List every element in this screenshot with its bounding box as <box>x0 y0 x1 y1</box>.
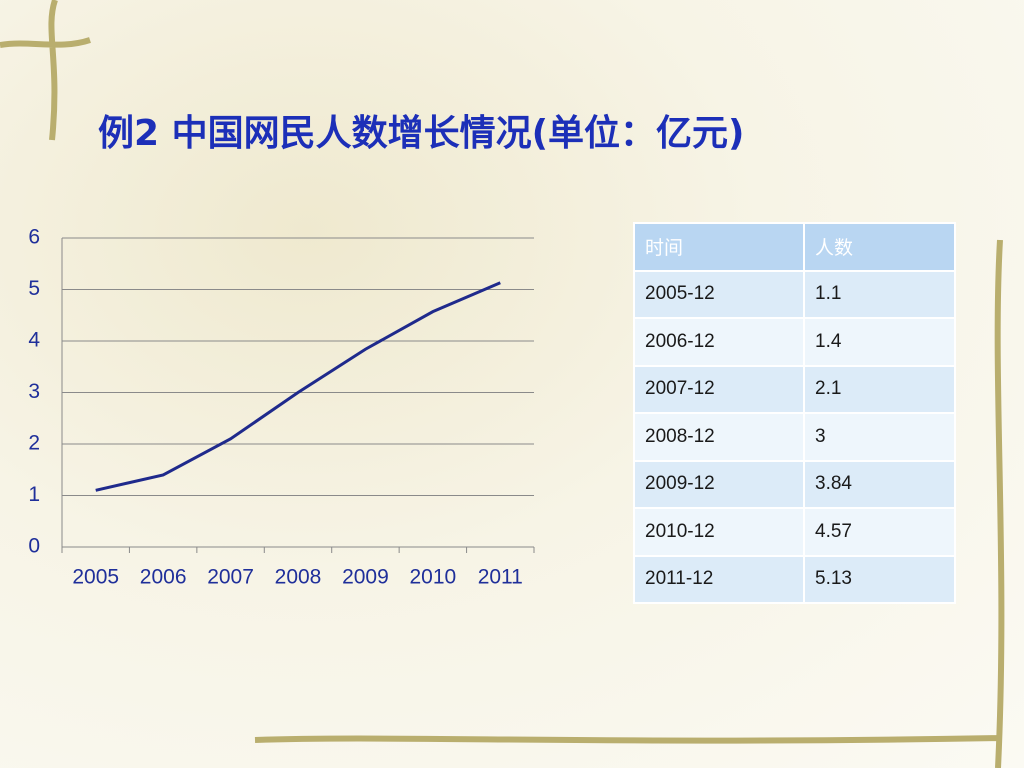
table-cell: 2009-12 <box>633 459 805 509</box>
table-cell: 2006-12 <box>633 317 805 367</box>
slide-title: 例2 中国网民人数增长情况(单位：亿元) <box>98 113 745 154</box>
table-cell: 2011-12 <box>633 554 805 604</box>
table-cell: 4.57 <box>803 507 956 557</box>
y-tick-label: 2 <box>28 432 40 455</box>
x-tick-label: 2010 <box>409 566 456 589</box>
table-cell: 人数 <box>803 222 956 272</box>
table-cell: 2008-12 <box>633 412 805 462</box>
table-row: 2005-12 1.1 <box>633 269 956 319</box>
table-cell: 1.1 <box>803 269 956 319</box>
table-cell: 2005-12 <box>633 269 805 319</box>
table-row: 2006-12 1.4 <box>633 317 956 367</box>
table-cell: 3 <box>803 412 956 462</box>
y-tick-label: 4 <box>28 329 40 352</box>
x-tick-label: 2005 <box>72 566 119 589</box>
table-row: 2008-12 3 <box>633 412 956 462</box>
line <box>95 281 501 492</box>
y-tick-label: 6 <box>28 226 40 249</box>
x-tick-label: 2006 <box>140 566 187 589</box>
y-tick-label: 0 <box>28 535 40 558</box>
x-tick-label: 2011 <box>478 566 523 589</box>
y-tick-label: 3 <box>28 380 40 403</box>
y-tick-label: 1 <box>28 483 40 506</box>
table-row: 2011-12 5.13 <box>633 554 956 604</box>
table-cell: 2.1 <box>803 364 956 414</box>
table-row: 2009-12 3.84 <box>633 459 956 509</box>
table-row: 时间 人数 <box>633 222 956 272</box>
table-cell: 2007-12 <box>633 364 805 414</box>
table-cell: 5.13 <box>803 554 956 604</box>
x-tick-label: 2008 <box>275 566 322 589</box>
table-row: 2007-12 2.1 <box>633 364 956 414</box>
table-cell: 1.4 <box>803 317 956 367</box>
table-cell: 3.84 <box>803 459 956 509</box>
table-cell: 时间 <box>633 222 805 272</box>
x-tick-label: 2009 <box>342 566 389 589</box>
table-cell: 2010-12 <box>633 507 805 557</box>
table-row: 2010-12 4.57 <box>633 507 956 557</box>
x-tick-label: 2007 <box>207 566 254 589</box>
data-table: 时间 人数 2005-12 1.1 2006-12 1.4 2007-12 2.1 2008-1… <box>633 222 956 604</box>
y-tick-label: 5 <box>28 277 40 300</box>
